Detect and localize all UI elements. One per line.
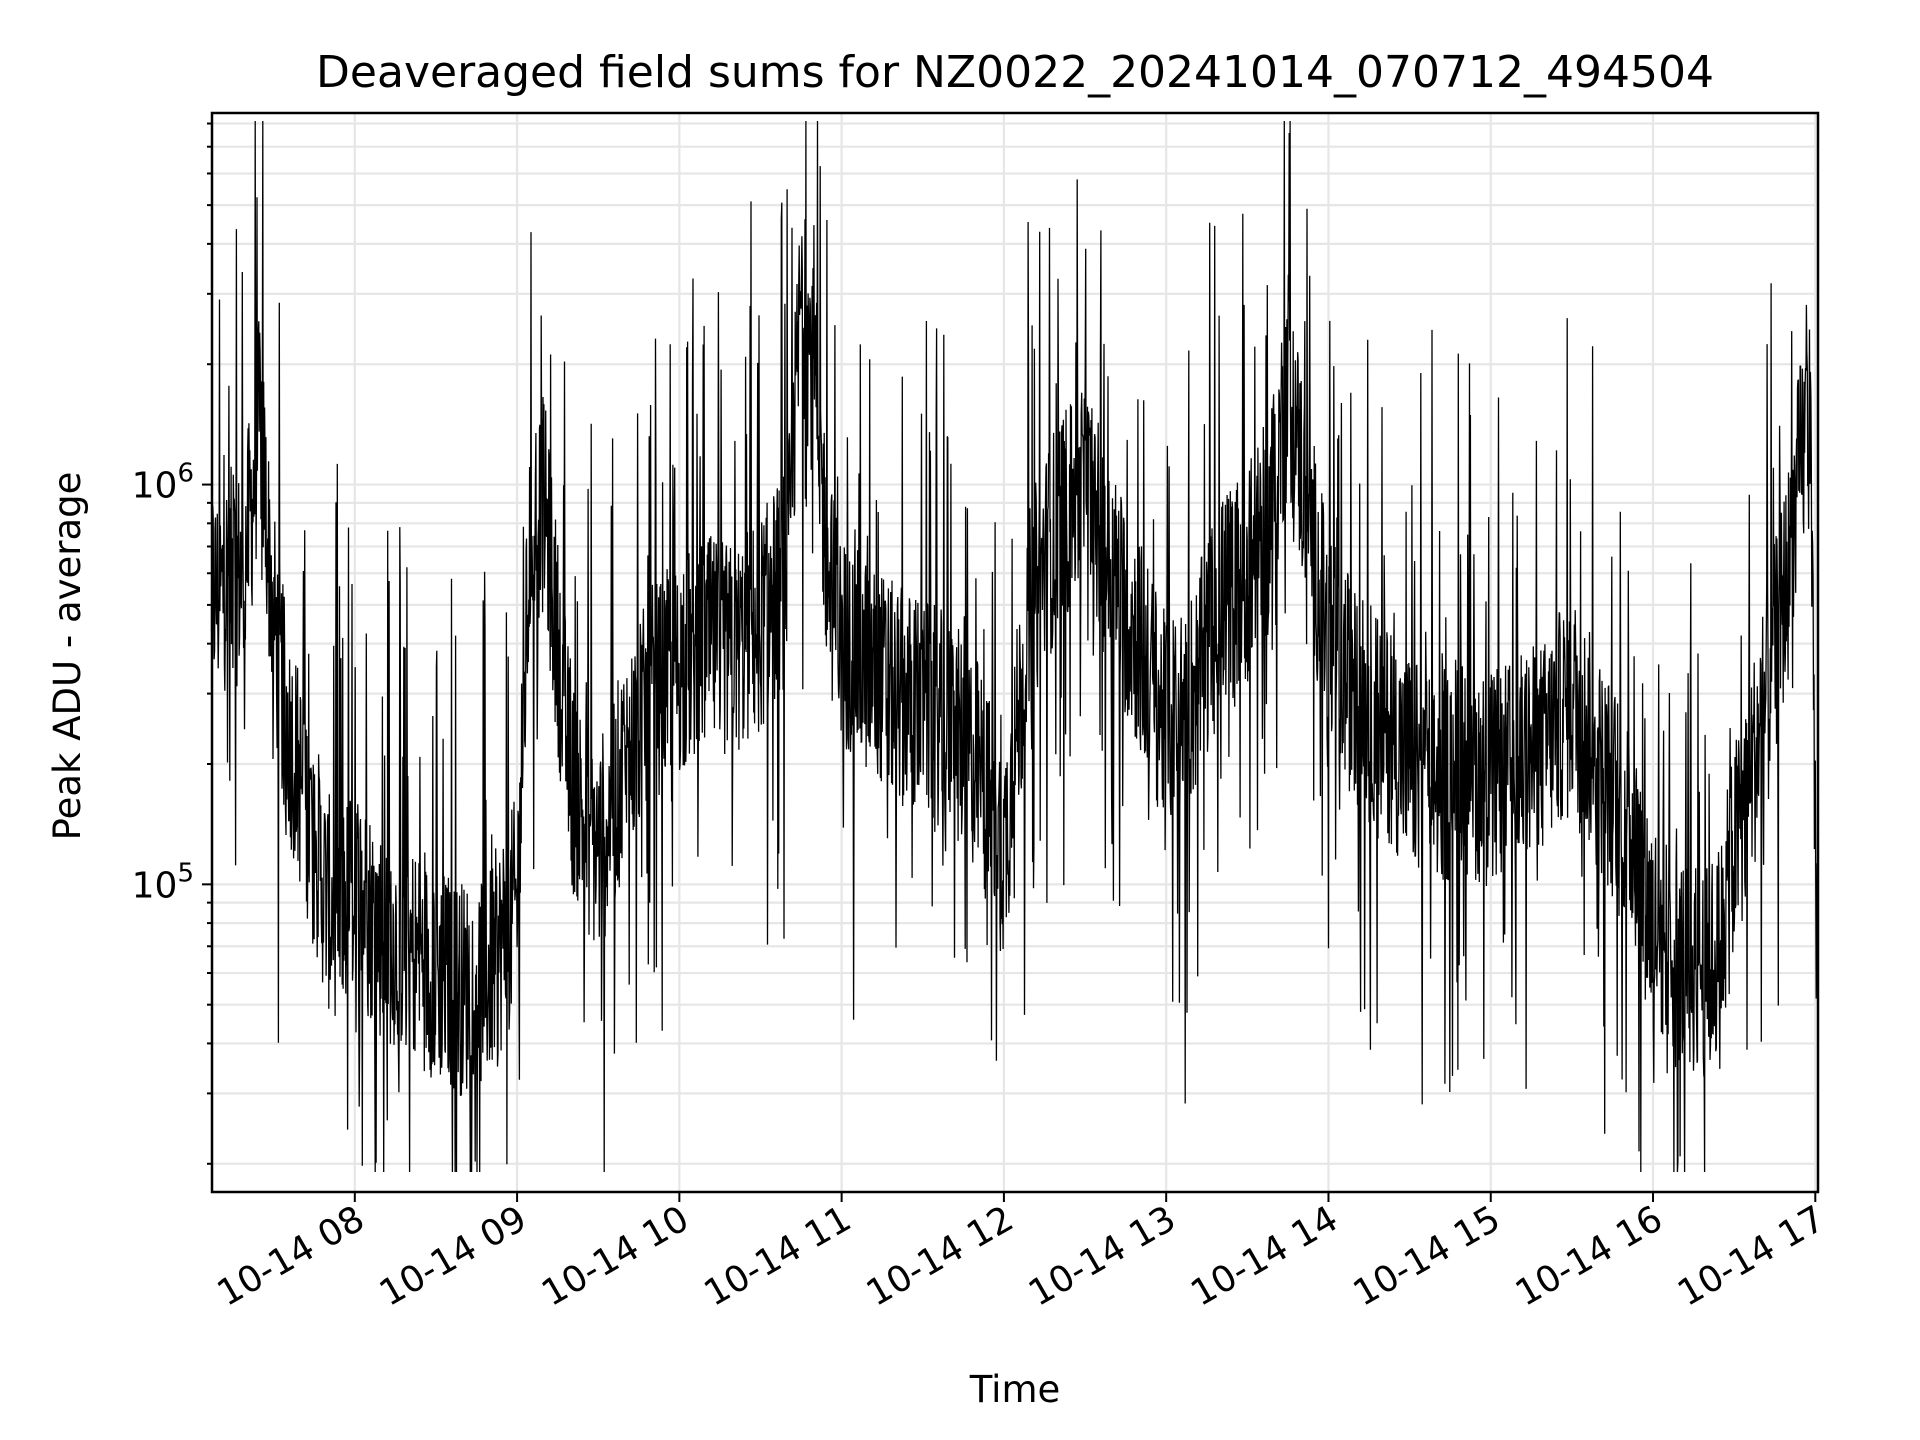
y-tick-label: 106 xyxy=(132,459,194,507)
x-tick-label: 10-14 16 xyxy=(1509,1198,1670,1314)
x-tick-label: 10-14 13 xyxy=(1022,1198,1183,1314)
chart-title: Deaveraged field sums for NZ0022_2024101… xyxy=(316,47,1714,98)
x-tick-label: 10-14 11 xyxy=(697,1198,858,1314)
x-tick-label: 10-14 14 xyxy=(1184,1198,1345,1314)
x-tick-label: 10-14 12 xyxy=(860,1198,1021,1314)
x-tick-label: 10-14 17 xyxy=(1671,1198,1832,1314)
plot-frame xyxy=(210,111,1820,1194)
x-tick-label: 10-14 08 xyxy=(211,1198,372,1314)
x-tick-label: 10-14 10 xyxy=(535,1198,696,1314)
y-axis-label: Peak ADU - average xyxy=(46,472,89,841)
x-tick-label: 10-14 09 xyxy=(373,1198,534,1314)
x-tick-label: 10-14 15 xyxy=(1347,1198,1508,1314)
y-tick-label: 105 xyxy=(132,858,194,906)
axis-ticks xyxy=(202,122,1817,1202)
x-axis-label: Time xyxy=(969,1368,1061,1411)
series-line xyxy=(210,120,1819,1173)
